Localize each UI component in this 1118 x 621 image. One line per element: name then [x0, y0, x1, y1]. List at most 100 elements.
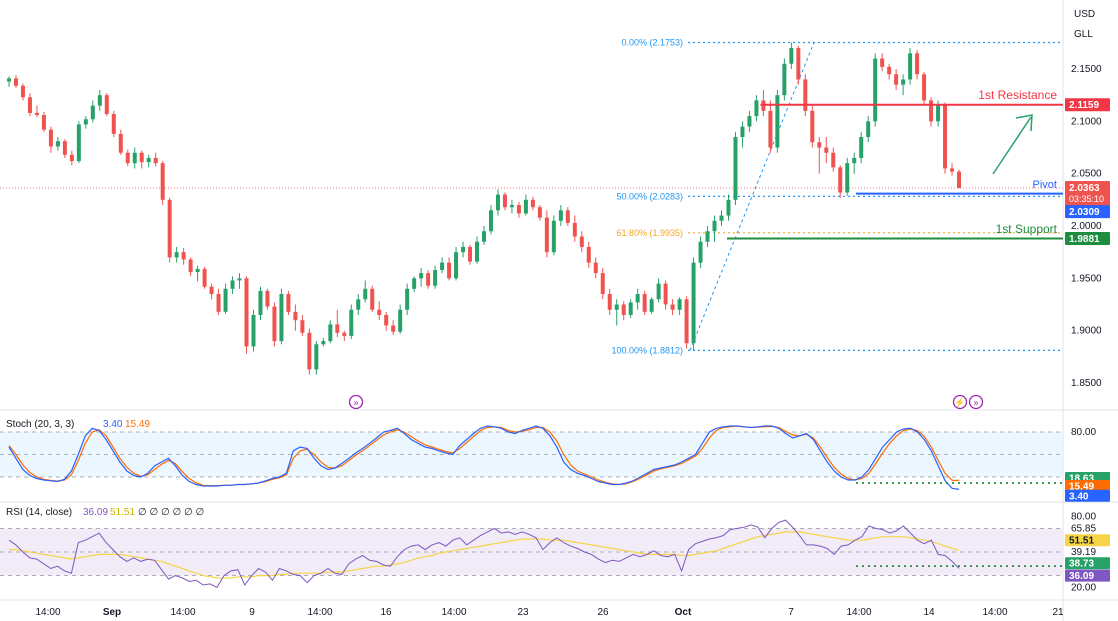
candle-body: [55, 141, 60, 147]
countdown-tag: 03:35:10: [1069, 194, 1104, 204]
candle-body: [482, 231, 486, 242]
candle-body: [866, 121, 871, 138]
time-tick-label: 14:00: [846, 607, 871, 618]
candle-body: [747, 116, 752, 127]
rsi-axis-label: 65.85: [1071, 523, 1096, 534]
candle-body: [719, 215, 724, 221]
price-tick-label: 1.9000: [1071, 326, 1102, 337]
support-tag-bg: [1065, 231, 1110, 245]
candle-body: [922, 74, 927, 101]
candle-body: [139, 152, 144, 163]
fib-level-label: 50.00% (2.0283): [616, 191, 683, 201]
candle-body: [656, 283, 661, 300]
rsi-axis-label: 39.19: [1071, 547, 1096, 558]
candle-body: [377, 309, 382, 315]
support-label: 1st Support: [996, 222, 1058, 236]
candle-body: [957, 171, 961, 189]
candle-body: [873, 58, 878, 122]
candle-body: [880, 58, 885, 67]
candle-body: [293, 311, 298, 321]
candle-body: [789, 48, 794, 64]
candle-body: [516, 205, 521, 214]
time-tick-label: 23: [517, 607, 529, 618]
candle-body: [62, 141, 67, 155]
candle-body: [950, 168, 955, 172]
candle-body: [649, 299, 654, 312]
candle-body: [726, 199, 731, 216]
candle-body: [405, 288, 410, 310]
candle-body: [523, 199, 528, 214]
candle-body: [593, 262, 598, 274]
candle-body: [824, 147, 829, 153]
candle-body: [509, 205, 514, 208]
event-icon[interactable]: [952, 394, 968, 410]
rsi-title: RSI (14, close): [6, 507, 72, 518]
candle-body: [244, 278, 249, 347]
candle-body: [41, 115, 46, 130]
stoch-d-tag-bg: [1065, 480, 1110, 492]
candle-body: [670, 304, 675, 310]
resistance-tag-bg: [1065, 98, 1110, 112]
candle-body: [454, 252, 459, 279]
candle-body: [237, 278, 242, 281]
candle-body: [279, 294, 284, 342]
current-price-tag: 2.0363: [1069, 183, 1100, 194]
rsi-support-tag: 38.73: [1069, 559, 1094, 570]
candle-body: [20, 85, 25, 98]
candle-body: [468, 246, 473, 262]
candle-body: [929, 100, 934, 122]
candle-body: [7, 78, 11, 82]
rsi-ma-line: [9, 531, 960, 579]
candle-body: [943, 104, 948, 169]
candle-body: [195, 268, 200, 273]
candle-body: [579, 236, 584, 247]
stoch-k-tag-bg: [1065, 489, 1110, 502]
time-tick-label: 14:00: [441, 607, 466, 618]
candle-body: [342, 332, 347, 336]
candle-body: [488, 210, 493, 232]
resistance-tag: 2.1159: [1069, 100, 1099, 111]
candle-body: [202, 268, 207, 287]
candle-body: [230, 280, 235, 289]
candle-body: [684, 299, 689, 344]
time-tick-label: 14:00: [170, 607, 195, 618]
candle-body: [34, 112, 39, 116]
candle-body: [69, 154, 74, 162]
candle-body: [111, 114, 116, 134]
event-icon[interactable]: [968, 394, 984, 410]
candle-body: [314, 344, 319, 370]
rsi-axis-label: 80.00: [1071, 512, 1096, 523]
candle-body: [447, 262, 452, 279]
candle-body: [740, 126, 745, 138]
candle-body: [216, 294, 221, 312]
candle-body: [600, 273, 605, 295]
candle-body: [118, 133, 123, 153]
candle-body: [328, 324, 333, 342]
event-icon[interactable]: [348, 394, 364, 410]
candle-body: [894, 74, 899, 85]
resistance-label: 1st Resistance: [978, 88, 1057, 102]
stoch-d-tag: 15.49: [1069, 482, 1094, 493]
candle-body: [132, 152, 137, 164]
candle-body: [712, 220, 717, 232]
candle-body: [97, 95, 102, 106]
stoch-mid-tag: 18.63: [1069, 474, 1094, 485]
price-tick-label: 2.0500: [1071, 169, 1102, 180]
candle-body: [209, 286, 214, 295]
candle-body: [614, 304, 619, 310]
currency-label: USD: [1074, 9, 1095, 20]
candle-body: [691, 262, 696, 344]
candle-body: [265, 290, 270, 307]
candle-body: [621, 304, 626, 315]
candle-body: [572, 222, 577, 237]
candle-body: [440, 262, 445, 270]
candle-body: [307, 332, 312, 370]
candle-body: [705, 231, 710, 242]
candle-body: [754, 100, 759, 117]
candle-body: [188, 259, 193, 273]
candle-body: [495, 194, 500, 211]
candle-body: [475, 241, 480, 262]
up-arrow-line: [992, 116, 1032, 175]
stoch-d-value: 15.49: [125, 419, 150, 430]
candle-body: [544, 217, 549, 253]
